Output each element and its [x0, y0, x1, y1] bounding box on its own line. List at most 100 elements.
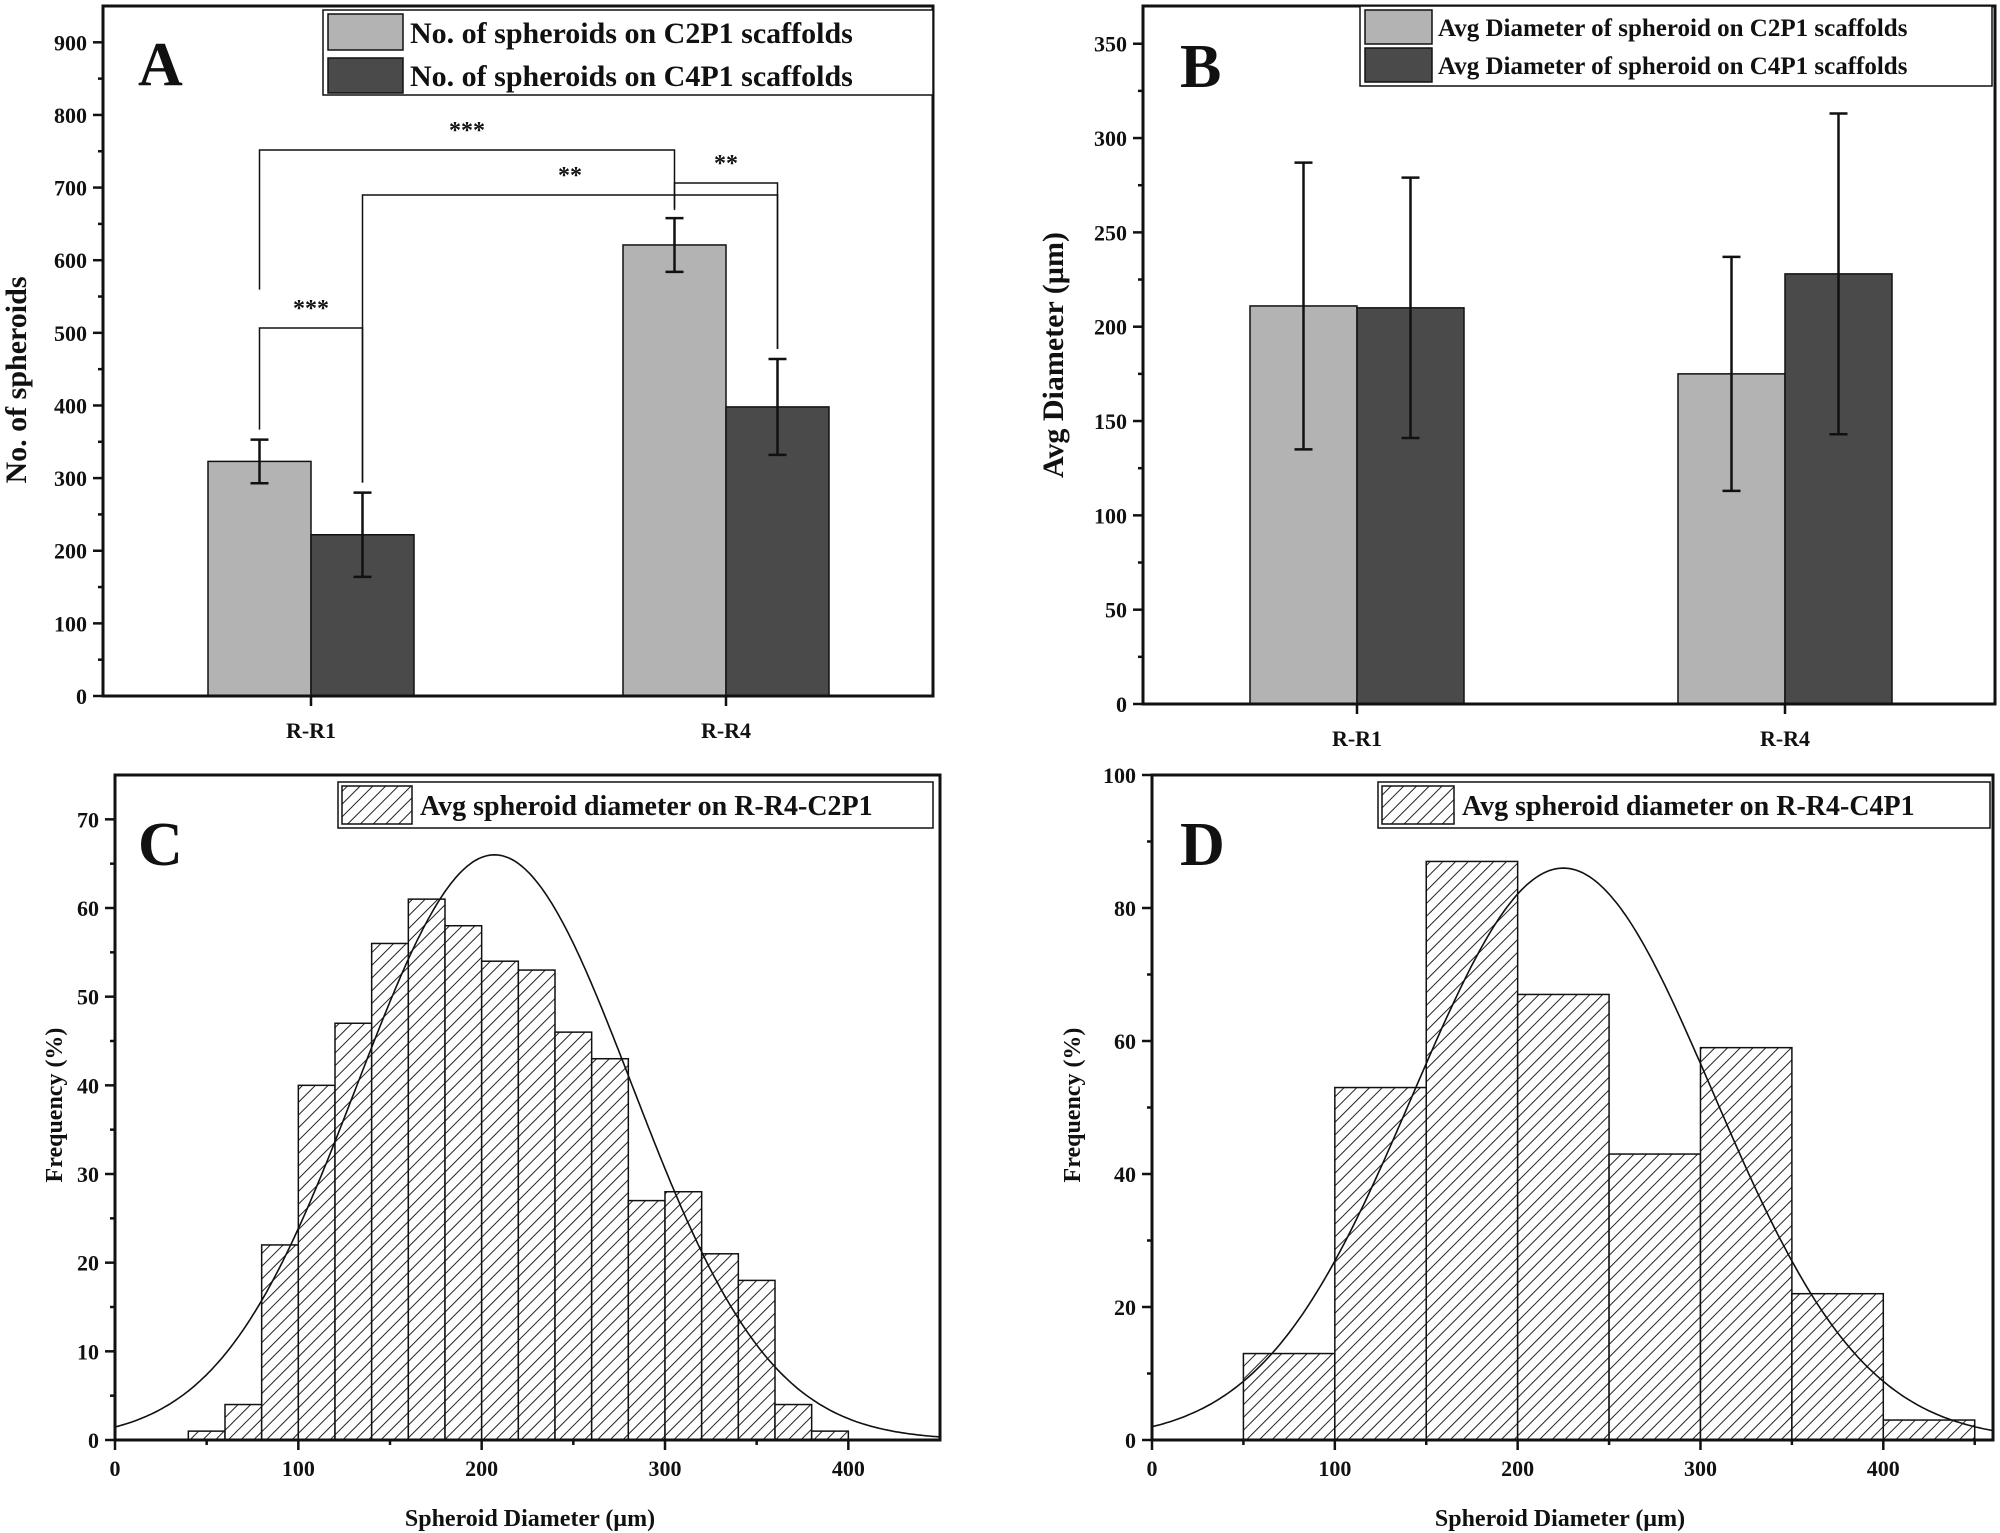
significance-brackets: ******** **: [258, 118, 779, 483]
y-tick-label: 80: [1114, 896, 1136, 921]
x-tick-label: 200: [465, 1456, 498, 1481]
x-tick-label: 0: [110, 1456, 121, 1481]
y-tick-label: 20: [77, 1251, 99, 1276]
bracket-c2p1-r1-vs-r4-label: ***: [449, 118, 485, 144]
y-tick-label: 100: [1103, 763, 1136, 788]
legend-swatch-hatch: [1381, 785, 1455, 825]
y-tick-label: 100: [1094, 503, 1127, 528]
x-category-label: R-R1: [1332, 726, 1382, 751]
panel-letter-a: A: [138, 31, 183, 99]
y-tick-label: 300: [54, 466, 87, 491]
histogram-bar: [444, 924, 483, 1441]
panel-c-x-axis-title: Spheroid Diameter (µm): [405, 1506, 655, 1532]
histogram-bar: [1791, 1292, 1885, 1441]
histogram-bar: [260, 1244, 300, 1441]
legend-label-c: Avg spheroid diameter on R-R4-C2P1: [420, 791, 873, 822]
y-tick-label: 200: [54, 539, 87, 564]
panel-b-y-axis-title: Avg Diameter (µm): [1037, 232, 1070, 478]
legend-swatch-c4p1: [1364, 47, 1433, 83]
y-tick-label: 20: [1114, 1295, 1136, 1320]
panel-letter-d: D: [1180, 811, 1225, 879]
y-tick-label: 50: [1105, 598, 1127, 623]
histogram-bar: [407, 898, 446, 1441]
legend-swatch-hatch: [341, 785, 413, 825]
y-tick-label: 100: [54, 611, 87, 636]
panel-c-legend: Avg spheroid diameter on R-R4-C2P1: [337, 781, 934, 829]
x-tick-label: 200: [1501, 1456, 1534, 1481]
panel-a-legend: No. of spheroids on C2P1 scaffolds No. o…: [322, 9, 934, 96]
panel-c: C Frequency (%) Spheroid Diameter (µm) 0…: [42, 773, 942, 1532]
bracket-r4-c2p1-vs-c4p1-label: **: [714, 151, 738, 177]
histogram-bar: [627, 1199, 666, 1441]
y-tick-label: 900: [54, 30, 87, 55]
y-tick-label: 0: [76, 684, 87, 709]
legend-label-c2p1: Avg Diameter of spheroid on C2P1 scaffol…: [1438, 15, 1908, 42]
y-tick-label: 350: [1094, 32, 1127, 57]
x-tick-label: 400: [1867, 1456, 1900, 1481]
y-tick-label: 200: [1094, 315, 1127, 340]
x-tick-label: 100: [282, 1456, 315, 1481]
panel-d-legend: Avg spheroid diameter on R-R4-C4P1: [1377, 781, 1991, 829]
normal-fit-curve: [1151, 867, 1994, 1432]
legend-swatch-c2p1: [327, 13, 404, 51]
x-category-label: R-R1: [286, 718, 336, 743]
histogram-bar: [700, 1253, 740, 1441]
panel-b: B Avg Diameter (µm) 0 50 100 150 200 250 300 35…: [1037, 4, 1997, 751]
legend-label-c4p1: No. of spheroids on C4P1 scaffolds: [410, 60, 853, 93]
x-tick-label: 0: [1147, 1456, 1158, 1481]
x-category-label: R-R4: [701, 718, 751, 743]
y-tick-label: 40: [1114, 1162, 1136, 1187]
panel-d-y-axis-title: Frequency (%): [1060, 1028, 1086, 1183]
panel-b-legend: Avg Diameter of spheroid on C2P1 scaffol…: [1359, 5, 1993, 87]
y-tick-label: 150: [1094, 409, 1127, 434]
histogram-bar: [1699, 1046, 1793, 1441]
histogram-bar: [334, 1022, 373, 1441]
bracket-r1-c2p1-vs-c4p1: [258, 327, 364, 483]
y-tick-label: 0: [88, 1428, 99, 1453]
histogram-bar: [774, 1403, 813, 1441]
plot-frame: [101, 4, 935, 698]
legend-label-d: Avg spheroid diameter on R-R4-C4P1: [1462, 791, 1915, 822]
x-tick-label: 300: [1684, 1456, 1717, 1481]
plot-frame: [113, 773, 942, 1442]
histogram-bar: [297, 1084, 336, 1441]
y-tick-label: 0: [1125, 1428, 1136, 1453]
legend-swatch-c2p1: [1364, 9, 1433, 45]
y-tick-label: 250: [1094, 220, 1127, 245]
y-tick-label: 40: [77, 1073, 99, 1098]
histogram-bar: [517, 969, 556, 1441]
legend-label-c4p1: Avg Diameter of spheroid on C4P1 scaffol…: [1438, 53, 1908, 80]
histogram-bar: [554, 1031, 593, 1441]
normal-fit-curve: [114, 853, 941, 1438]
panel-a-y-axis-title: No. of spheroids: [0, 277, 33, 484]
x-tick-label: 300: [649, 1456, 682, 1481]
panel-d-x-axis-title: Spheroid Diameter (µm): [1435, 1506, 1685, 1532]
bracket-c2p1-r1-vs-r4: [258, 149, 676, 290]
y-tick-label: 400: [54, 393, 87, 418]
histogram-bar: [1242, 1352, 1336, 1441]
legend-swatch-c4p1: [327, 57, 404, 94]
x-category-label: R-R4: [1760, 726, 1810, 751]
y-tick-label: 30: [77, 1162, 99, 1187]
bar-r-r1-series-1: [207, 460, 312, 697]
y-tick-label: 300: [1094, 126, 1127, 151]
y-tick-label: 10: [77, 1339, 99, 1364]
x-tick-label: 400: [832, 1456, 865, 1481]
histogram-bar: [1608, 1153, 1702, 1441]
panel-letter-c: C: [138, 811, 183, 879]
y-tick-label: 50: [77, 985, 99, 1010]
bracket-r1-c2p1-vs-c4p1-label: ***: [293, 296, 329, 322]
histogram-bar: [1334, 1086, 1427, 1441]
y-tick-label: 60: [1114, 1029, 1136, 1054]
x-tick-label: 100: [1318, 1456, 1351, 1481]
bracket-c4p1-r1-vs-r4-label: **: [558, 163, 582, 189]
histogram-bar: [480, 960, 520, 1441]
y-tick-label: 70: [77, 807, 99, 832]
panel-letter-b: B: [1180, 33, 1221, 101]
y-tick-label: 600: [54, 248, 87, 273]
panel-a: A No. of spheroids ******** ** 0100200300…: [0, 4, 935, 743]
histogram-bar: [1425, 860, 1519, 1441]
histogram-bar: [590, 1057, 630, 1441]
panel-d: D Frequency (%) Spheroid Diameter (µm) 0…: [1060, 763, 1995, 1532]
